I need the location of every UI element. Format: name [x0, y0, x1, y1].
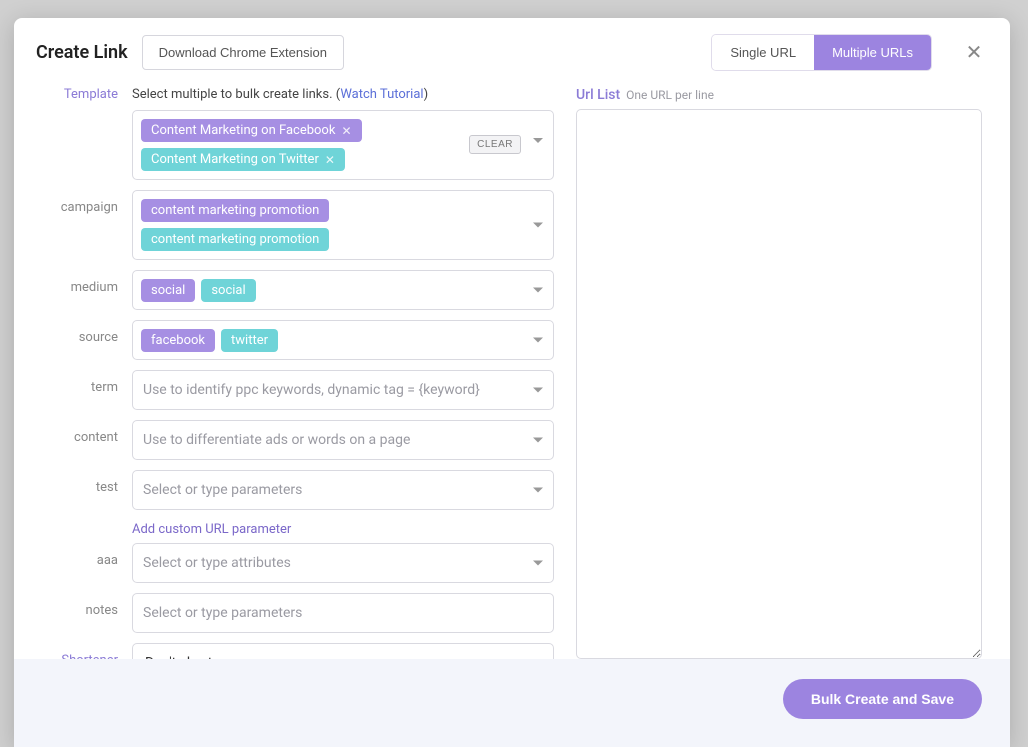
aaa-label: aaa	[54, 543, 132, 568]
intro-before: Select multiple to bulk create links. (	[132, 87, 340, 102]
test-field[interactable]: Select or type parameters	[132, 470, 554, 510]
modal-header: Create Link Download Chrome Extension Si…	[14, 18, 1010, 87]
modal-footer: Bulk Create and Save	[14, 659, 1010, 747]
tag-remove-icon[interactable]: ✕	[341, 124, 351, 138]
term-placeholder: Use to identify ppc keywords, dynamic ta…	[141, 382, 480, 398]
campaign-field[interactable]: content marketing promotion content mark…	[132, 190, 554, 260]
url-list-column: Url List One URL per line	[576, 87, 982, 659]
campaign-tags: content marketing promotion content mark…	[141, 199, 461, 251]
tag-label: content marketing promotion	[151, 203, 319, 218]
source-label: source	[54, 320, 132, 345]
source-tag[interactable]: twitter	[221, 329, 278, 352]
single-url-toggle[interactable]: Single URL	[712, 35, 814, 70]
content-placeholder: Use to differentiate ads or words on a p…	[141, 432, 410, 448]
notes-label: notes	[54, 593, 132, 618]
watch-tutorial-link[interactable]: Watch Tutorial	[340, 87, 423, 102]
modal-body: Template Select multiple to bulk create …	[14, 87, 1010, 659]
template-tags: Content Marketing on Facebook ✕ Content …	[141, 119, 461, 171]
url-list-title: Url List	[576, 87, 620, 103]
campaign-label: campaign	[54, 190, 132, 215]
medium-tag[interactable]: social	[201, 279, 255, 302]
campaign-tag[interactable]: content marketing promotion	[141, 199, 329, 222]
url-mode-toggle: Single URL Multiple URLs	[711, 34, 932, 71]
chevron-down-icon[interactable]	[533, 388, 543, 393]
test-placeholder: Select or type parameters	[141, 482, 302, 498]
template-label: Template	[54, 87, 132, 102]
chevron-down-icon[interactable]	[533, 561, 543, 566]
bulk-create-save-button[interactable]: Bulk Create and Save	[783, 679, 982, 719]
template-tag[interactable]: Content Marketing on Facebook ✕	[141, 119, 362, 142]
notes-placeholder: Select or type parameters	[141, 605, 302, 621]
content-field[interactable]: Use to differentiate ads or words on a p…	[132, 420, 554, 460]
close-icon: ✕	[966, 40, 983, 65]
aaa-field[interactable]: Select or type attributes	[132, 543, 554, 583]
chevron-down-icon[interactable]	[533, 288, 543, 293]
medium-field[interactable]: social social	[132, 270, 554, 310]
url-list-textarea[interactable]	[576, 109, 982, 659]
term-label: term	[54, 370, 132, 395]
form-column: Template Select multiple to bulk create …	[54, 87, 554, 659]
notes-field[interactable]: Select or type parameters	[132, 593, 554, 633]
shortener-label: Shortener	[54, 643, 132, 659]
intro-after: )	[424, 87, 429, 102]
clear-button[interactable]: CLEAR	[469, 135, 521, 154]
url-list-subtitle: One URL per line	[626, 88, 714, 102]
aaa-placeholder: Select or type attributes	[141, 555, 291, 571]
chevron-down-icon[interactable]	[533, 138, 543, 143]
shortener-select[interactable]: Don't shorten	[132, 643, 554, 659]
medium-tag[interactable]: social	[141, 279, 195, 302]
source-field[interactable]: facebook twitter	[132, 320, 554, 360]
multiple-urls-toggle[interactable]: Multiple URLs	[814, 35, 931, 70]
tag-label: facebook	[151, 333, 205, 348]
chevron-down-icon[interactable]	[533, 438, 543, 443]
modal-title: Create Link	[36, 42, 128, 63]
chevron-down-icon[interactable]	[533, 488, 543, 493]
term-field[interactable]: Use to identify ppc keywords, dynamic ta…	[132, 370, 554, 410]
template-field[interactable]: Content Marketing on Facebook ✕ Content …	[132, 110, 554, 180]
content-label: content	[54, 420, 132, 445]
tag-label: Content Marketing on Facebook	[151, 123, 335, 138]
chevron-down-icon[interactable]	[533, 223, 543, 228]
shortener-value: Don't shorten	[145, 655, 227, 659]
source-tag[interactable]: facebook	[141, 329, 215, 352]
campaign-tag[interactable]: content marketing promotion	[141, 228, 329, 251]
add-custom-param-link[interactable]: Add custom URL parameter	[132, 522, 291, 537]
tag-label: social	[211, 283, 245, 298]
download-extension-button[interactable]: Download Chrome Extension	[142, 35, 344, 70]
tag-label: Content Marketing on Twitter	[151, 152, 319, 167]
url-list-header: Url List One URL per line	[576, 87, 982, 103]
test-label: test	[54, 470, 132, 495]
create-link-modal: Create Link Download Chrome Extension Si…	[14, 18, 1010, 747]
tag-label: content marketing promotion	[151, 232, 319, 247]
close-button[interactable]: ✕	[960, 39, 988, 67]
tag-label: social	[151, 283, 185, 298]
chevron-down-icon[interactable]	[533, 338, 543, 343]
tag-remove-icon[interactable]: ✕	[325, 153, 335, 167]
template-tag[interactable]: Content Marketing on Twitter ✕	[141, 148, 345, 171]
medium-label: medium	[54, 270, 132, 295]
tag-label: twitter	[231, 333, 268, 348]
intro-text: Select multiple to bulk create links. (W…	[132, 87, 428, 102]
